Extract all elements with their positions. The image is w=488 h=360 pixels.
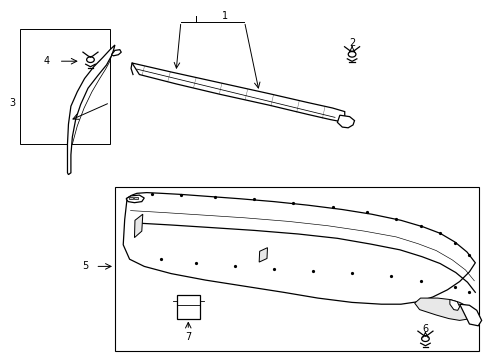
Text: 1: 1 <box>222 11 227 21</box>
Polygon shape <box>134 197 138 199</box>
Polygon shape <box>259 248 267 262</box>
Text: 4: 4 <box>43 56 49 66</box>
Polygon shape <box>176 295 200 319</box>
Bar <box>115 187 478 351</box>
Polygon shape <box>414 298 473 320</box>
Polygon shape <box>126 195 144 203</box>
Text: 2: 2 <box>348 38 354 48</box>
Polygon shape <box>123 193 474 304</box>
Polygon shape <box>67 45 115 175</box>
Polygon shape <box>459 304 481 326</box>
Text: 6: 6 <box>422 324 427 334</box>
Text: 5: 5 <box>82 261 88 271</box>
Polygon shape <box>111 50 121 56</box>
Polygon shape <box>134 214 142 238</box>
Text: 7: 7 <box>185 332 191 342</box>
Text: 3: 3 <box>9 98 15 108</box>
Bar <box>20 29 110 144</box>
Polygon shape <box>128 197 133 199</box>
Polygon shape <box>132 63 344 122</box>
Polygon shape <box>337 115 354 128</box>
Polygon shape <box>449 300 459 310</box>
